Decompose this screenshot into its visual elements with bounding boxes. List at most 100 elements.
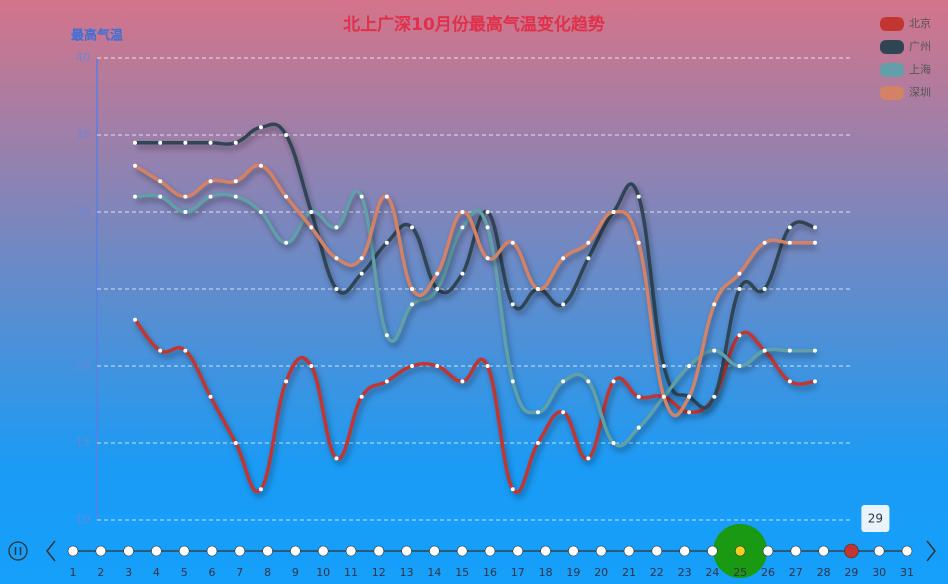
timeline-label[interactable]: 9 — [292, 566, 299, 579]
play-button[interactable] — [8, 541, 28, 561]
timeline-label[interactable]: 5 — [181, 566, 188, 579]
y-axis-label: 最高气温 — [71, 28, 123, 44]
next-button[interactable] — [926, 540, 936, 562]
data-point — [233, 441, 238, 445]
timeline-label[interactable]: 15 — [455, 566, 469, 579]
data-point — [586, 256, 591, 261]
timeline-label[interactable]: 30 — [872, 566, 886, 579]
y-tick-label: 25 — [76, 282, 90, 295]
timeline-point[interactable] — [595, 545, 607, 557]
timeline-point[interactable] — [373, 545, 385, 557]
timeline-point[interactable] — [429, 545, 440, 557]
data-point — [410, 225, 415, 230]
series-line — [134, 189, 815, 448]
timeline-label[interactable]: 20 — [594, 566, 608, 579]
data-point — [233, 179, 238, 184]
timeline-label[interactable]: 19 — [566, 566, 580, 579]
timeline-point[interactable] — [234, 545, 246, 557]
data-point — [561, 302, 566, 307]
timeline-label[interactable]: 24 — [705, 566, 719, 579]
data-point — [561, 256, 566, 261]
timeline-label[interactable]: 3 — [125, 566, 132, 579]
timeline-label[interactable]: 11 — [344, 566, 358, 579]
y-tick-label: 35 — [76, 128, 90, 141]
timeline-point[interactable] — [762, 545, 774, 557]
timeline-point[interactable] — [151, 545, 162, 557]
timeline-label[interactable]: 2 — [97, 566, 104, 579]
timeline-label[interactable]: 21 — [622, 566, 636, 579]
data-point — [687, 364, 692, 368]
timeline-point[interactable] — [95, 545, 107, 557]
timeline-point[interactable] — [540, 545, 551, 557]
data-point — [737, 364, 742, 368]
data-point — [712, 394, 717, 399]
timeline-point[interactable] — [262, 545, 273, 557]
timeline-point[interactable] — [456, 545, 468, 557]
timeline-point[interactable] — [790, 545, 802, 557]
data-point — [133, 163, 137, 168]
tooltip-box — [861, 505, 890, 532]
pause-icon[interactable] — [14, 547, 22, 555]
timeline-label[interactable]: 26 — [761, 566, 775, 579]
timeline-label[interactable]: 28 — [817, 566, 831, 579]
timeline-point[interactable] — [707, 545, 718, 557]
data-point — [384, 333, 389, 338]
timeline-label[interactable]: 13 — [400, 566, 414, 579]
timeline-point[interactable] — [123, 545, 134, 557]
timeline-point[interactable] — [484, 545, 496, 557]
data-point — [359, 271, 364, 276]
timeline-point[interactable] — [345, 545, 357, 557]
data-point — [485, 364, 490, 368]
timeline-label[interactable]: 10 — [316, 566, 330, 579]
legend-swatch[interactable] — [880, 63, 904, 77]
timeline-point[interactable] — [206, 545, 218, 557]
timeline-label[interactable]: 4 — [153, 566, 160, 579]
y-tick-label: 30 — [76, 205, 90, 218]
timeline-label[interactable]: 6 — [209, 566, 216, 579]
timeline-label[interactable]: 27 — [789, 566, 803, 579]
timeline-label[interactable]: 14 — [427, 566, 441, 579]
timeline-label[interactable]: 18 — [539, 566, 553, 579]
legend-label[interactable]: 广州 — [909, 40, 931, 53]
timeline-point[interactable] — [651, 545, 663, 557]
legend-swatch[interactable] — [880, 17, 904, 31]
timeline-label[interactable]: 7 — [236, 566, 243, 579]
data-point — [435, 364, 440, 368]
legend-label[interactable]: 上海 — [909, 62, 931, 76]
prev-button[interactable] — [46, 540, 56, 562]
timeline-label[interactable]: 29 — [844, 566, 858, 579]
timeline-point[interactable] — [317, 545, 329, 557]
timeline-point[interactable] — [401, 545, 412, 557]
timeline-point[interactable] — [734, 545, 746, 557]
timeline-point[interactable] — [844, 543, 859, 559]
timeline-point[interactable] — [512, 545, 524, 557]
timeline-point[interactable] — [290, 545, 301, 557]
timeline-label[interactable]: 16 — [483, 566, 497, 579]
timeline-point[interactable] — [873, 545, 885, 557]
y-tick-label: 20 — [76, 359, 90, 372]
timeline-label[interactable]: 1 — [70, 566, 77, 579]
timeline-label[interactable]: 17 — [511, 566, 525, 579]
data-point — [510, 302, 515, 307]
timeline-point[interactable] — [623, 545, 635, 557]
timeline-label[interactable]: 25 — [733, 566, 747, 579]
timeline-label[interactable]: 31 — [900, 566, 914, 579]
data-point — [384, 194, 389, 199]
timeline-label[interactable]: 22 — [650, 566, 664, 579]
data-point — [636, 194, 641, 199]
legend-label[interactable]: 北京 — [909, 16, 931, 30]
timeline-label[interactable]: 23 — [678, 566, 692, 579]
legend-swatch[interactable] — [880, 86, 904, 100]
timeline-label[interactable]: 12 — [372, 566, 386, 579]
timeline-point[interactable] — [901, 545, 913, 557]
timeline-point[interactable] — [67, 545, 79, 557]
legend-label[interactable]: 深圳 — [909, 86, 931, 99]
timeline-point[interactable] — [568, 545, 579, 557]
legend-swatch[interactable] — [880, 40, 904, 54]
data-point — [158, 140, 163, 145]
data-point — [787, 225, 792, 230]
timeline-point[interactable] — [679, 545, 690, 557]
timeline-point[interactable] — [818, 545, 829, 557]
timeline-label[interactable]: 8 — [264, 566, 271, 579]
timeline-point[interactable] — [178, 545, 190, 557]
